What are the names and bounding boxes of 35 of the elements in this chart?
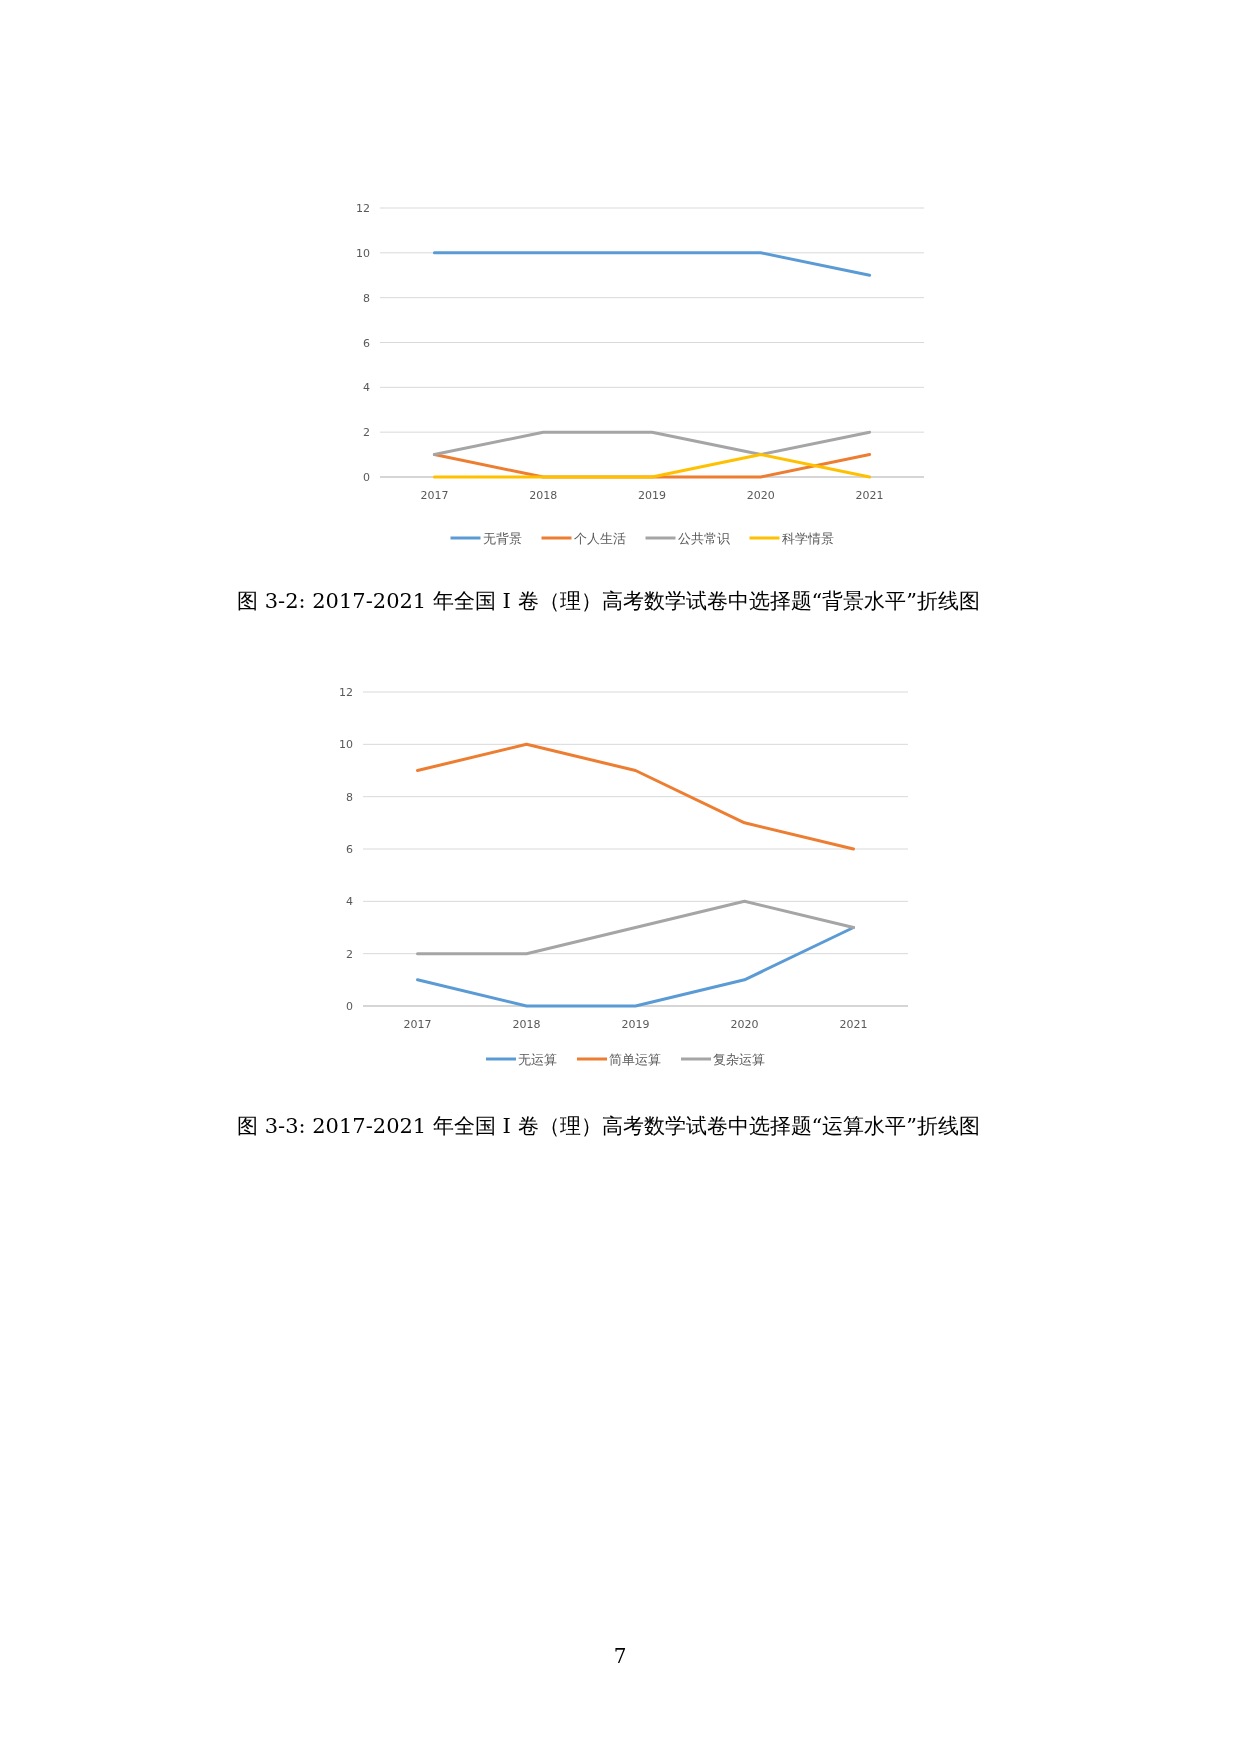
y-tick-label: 12 <box>356 202 370 215</box>
caption: 图 3-3: 2017-2021 年全国 I 卷（理）高考数学试卷中选择题“运算水平”折线图 <box>237 1114 981 1138</box>
y-tick-label: 4 <box>363 381 370 395</box>
y-tick-label: 2 <box>346 947 353 961</box>
x-tick-label: 2018 <box>529 489 558 502</box>
y-tick-label: 10 <box>356 246 370 260</box>
y-tick-label: 0 <box>363 471 370 484</box>
y-tick-label: 12 <box>339 686 353 699</box>
x-tick-label: 2017 <box>420 489 449 502</box>
y-tick-label: 8 <box>363 291 370 305</box>
legend-label: 公共常识 <box>677 531 730 546</box>
y-tick-label: 4 <box>346 895 353 909</box>
x-tick-label: 2017 <box>403 1018 432 1031</box>
x-tick-label: 2019 <box>621 1018 650 1031</box>
y-tick-label: 6 <box>363 336 370 350</box>
x-tick-label: 2018 <box>512 1018 541 1031</box>
caption: 图 3-2: 2017-2021 年全国 I 卷（理）高考数学试卷中选择题“背景水平”折线图 <box>237 589 981 613</box>
y-tick-label: 0 <box>346 1000 353 1013</box>
y-tick-label: 8 <box>346 790 353 804</box>
x-tick-label: 2021 <box>855 489 884 502</box>
legend-label: 无运算 <box>518 1052 557 1067</box>
y-tick-label: 10 <box>339 738 353 752</box>
legend-label: 简单运算 <box>609 1052 661 1067</box>
x-tick-label: 2020 <box>746 489 775 502</box>
legend-label: 无背景 <box>482 531 522 546</box>
x-tick-label: 2021 <box>839 1018 868 1031</box>
legend-label: 科学情景 <box>781 531 834 546</box>
y-tick-label: 6 <box>346 843 353 856</box>
y-tick-label: 2 <box>363 426 370 440</box>
legend-label: 个人生活 <box>573 531 626 546</box>
legend-label: 复杂运算 <box>713 1052 765 1067</box>
text: 7 <box>613 1644 627 1668</box>
x-tick-label: 2020 <box>730 1018 759 1031</box>
x-tick-label: 2019 <box>638 489 666 502</box>
line-series <box>416 742 855 851</box>
